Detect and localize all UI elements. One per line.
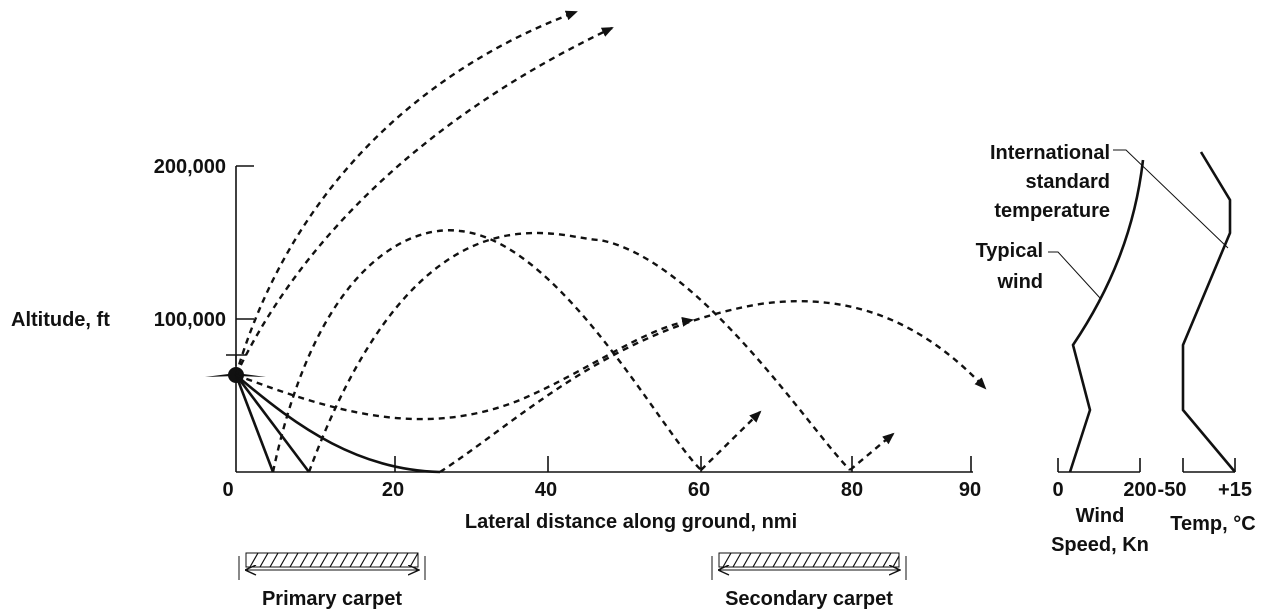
wind-speed-panel: Typical wind 0 200 Wind Speed, Kn [976, 159, 1157, 556]
primary-carpet-label: Primary carpet [262, 588, 402, 610]
x-tick-label-60: 60 [688, 479, 710, 501]
y-tick-label-200000: 200,000 [154, 156, 226, 178]
ray-path-solid-3 [235, 374, 441, 474]
ray-path-solid-2 [234, 374, 311, 473]
ray-path-low-2 [439, 300, 987, 474]
ray-path-bounce-1 [700, 410, 762, 471]
typical-wind-leader [1048, 251, 1101, 299]
temp-tick-label-min: -50 [1158, 479, 1187, 501]
x-tick-label-40: 40 [535, 479, 557, 501]
secondary-carpet-label: Secondary carpet [725, 588, 893, 610]
ray-path-solid-1 [234, 374, 275, 473]
ray-path-low-1 [235, 316, 694, 421]
standard-temperature-label-1: International [990, 142, 1110, 164]
wind-axis-label-2: Speed, Kn [1051, 534, 1149, 556]
temp-tick-label-max: +15 [1218, 479, 1252, 501]
temp-axis-label: Temp, °C [1170, 513, 1255, 535]
x-tick-label-90: 90 [959, 479, 981, 501]
x-axis-label: Lateral distance along ground, nmi [465, 511, 797, 533]
secondary-carpet: Secondary carpet [711, 552, 907, 610]
primary-carpet: Primary carpet [238, 552, 426, 610]
standard-temperature-leader [1113, 149, 1229, 249]
typical-wind-curve [1068, 159, 1145, 473]
origin-label: 0 [222, 479, 233, 501]
aircraft-icon [205, 354, 266, 383]
temperature-panel: International standard temperature -50 +… [990, 142, 1256, 535]
ray-path-bounce-2 [849, 432, 895, 471]
main-chart: 200,000 100,000 Altitude, ft 0 20 40 60 … [11, 10, 987, 533]
wind-tick-label-200: 200 [1123, 479, 1156, 501]
standard-temperature-label-2: standard [1026, 171, 1110, 193]
ray-path-upward-1 [234, 10, 578, 376]
typical-wind-label-2: wind [996, 271, 1043, 293]
wind-axis-label-1: Wind [1076, 505, 1125, 527]
ray-path-refracted-1 [271, 229, 702, 473]
wind-tick-label-0: 0 [1052, 479, 1063, 501]
y-tick-label-100000: 100,000 [154, 309, 226, 331]
x-tick-label-20: 20 [382, 479, 404, 501]
ray-path-upward-2 [234, 26, 614, 376]
typical-wind-label-1: Typical [976, 240, 1043, 262]
standard-temperature-label-3: temperature [994, 200, 1110, 222]
x-tick-label-80: 80 [841, 479, 863, 501]
ray-path-refracted-2 [307, 231, 851, 473]
standard-temperature-curve [1181, 151, 1236, 473]
y-axis-label: Altitude, ft [11, 309, 110, 331]
